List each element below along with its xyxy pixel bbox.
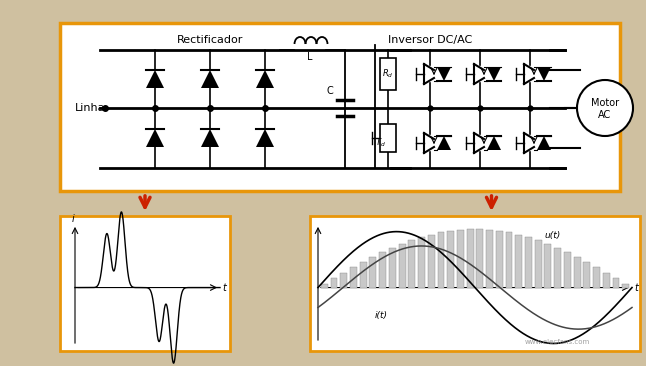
Polygon shape	[146, 129, 164, 147]
Text: i: i	[72, 214, 74, 224]
Bar	[535, 240, 541, 288]
Bar	[310, 216, 640, 351]
Bar	[612, 278, 620, 288]
Bar	[622, 284, 629, 288]
Bar	[496, 231, 503, 288]
Text: $T_d$: $T_d$	[375, 137, 386, 149]
Bar	[60, 216, 230, 351]
Bar	[554, 248, 561, 288]
Polygon shape	[437, 136, 451, 150]
Bar	[603, 273, 610, 288]
Text: $R_d$: $R_d$	[382, 68, 394, 80]
Bar	[447, 231, 454, 288]
Bar	[457, 230, 464, 288]
Text: AC: AC	[598, 110, 612, 120]
Text: u(t): u(t)	[544, 231, 560, 240]
Bar	[340, 273, 347, 288]
Bar	[360, 262, 367, 288]
Text: t: t	[634, 283, 638, 292]
Bar	[437, 232, 444, 288]
Text: Rectificador: Rectificador	[177, 35, 243, 45]
Text: C: C	[326, 86, 333, 96]
Bar	[525, 237, 532, 288]
Polygon shape	[256, 70, 274, 88]
Polygon shape	[201, 129, 219, 147]
Bar	[418, 237, 425, 288]
Bar	[466, 229, 474, 288]
Bar	[370, 257, 377, 288]
Polygon shape	[487, 67, 501, 81]
Bar	[564, 252, 571, 288]
Polygon shape	[256, 129, 274, 147]
Text: i(t): i(t)	[375, 311, 388, 320]
Bar	[389, 248, 396, 288]
Text: t: t	[222, 283, 226, 292]
Text: www.elecfans.com: www.elecfans.com	[525, 339, 590, 345]
Bar	[516, 235, 522, 288]
Text: Motor: Motor	[591, 98, 619, 108]
Bar	[399, 244, 406, 288]
Text: L: L	[307, 52, 313, 62]
Bar	[350, 267, 357, 288]
Bar	[545, 244, 552, 288]
Polygon shape	[537, 136, 551, 150]
Polygon shape	[537, 67, 551, 81]
Bar	[380, 58, 396, 90]
Bar	[331, 278, 337, 288]
Bar	[379, 252, 386, 288]
Polygon shape	[146, 70, 164, 88]
Circle shape	[577, 80, 633, 136]
Polygon shape	[487, 136, 501, 150]
Bar	[506, 232, 512, 288]
Bar	[60, 23, 620, 191]
Bar	[321, 284, 328, 288]
Bar	[574, 257, 581, 288]
Bar	[593, 267, 600, 288]
Bar	[428, 235, 435, 288]
Bar	[408, 240, 415, 288]
Bar	[476, 229, 483, 288]
Polygon shape	[437, 67, 451, 81]
Text: Inversor DC/AC: Inversor DC/AC	[388, 35, 472, 45]
Text: Linha: Linha	[75, 103, 105, 113]
Bar	[583, 262, 590, 288]
Bar	[380, 124, 396, 152]
Bar	[486, 230, 493, 288]
Polygon shape	[201, 70, 219, 88]
